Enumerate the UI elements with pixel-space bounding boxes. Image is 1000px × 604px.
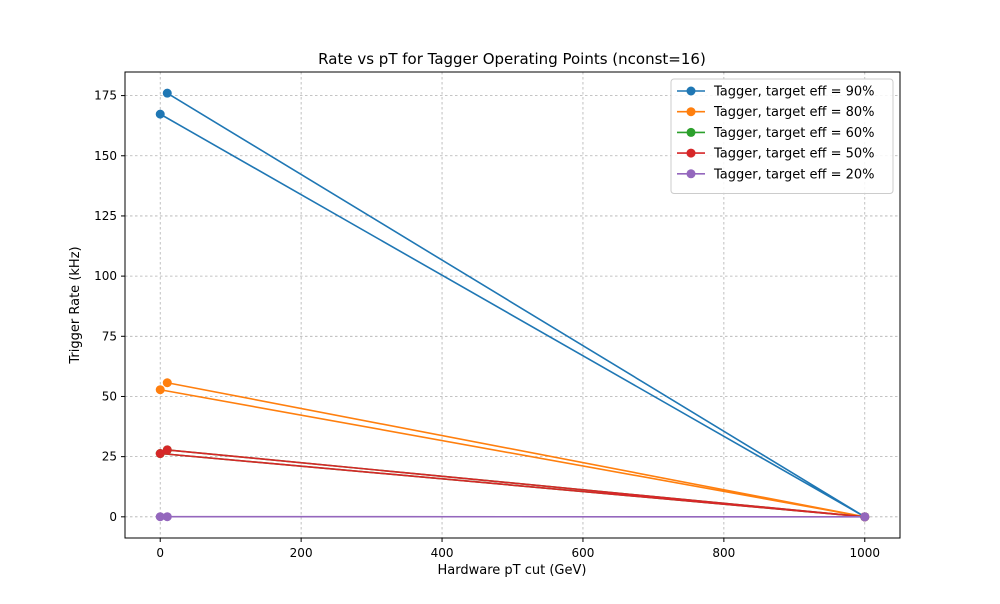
legend: Tagger, target eff = 90% Tagger, target e… bbox=[671, 79, 893, 194]
legend-label: Tagger, target eff = 20% bbox=[713, 167, 875, 182]
y-tick-label: 50 bbox=[102, 389, 117, 403]
data-point bbox=[163, 378, 172, 387]
x-tick-label: 0 bbox=[156, 546, 164, 560]
data-point bbox=[156, 110, 165, 119]
legend-label: Tagger, target eff = 50% bbox=[713, 147, 875, 162]
data-point bbox=[163, 89, 172, 98]
series-line bbox=[160, 383, 865, 517]
y-tick-label: 75 bbox=[102, 329, 117, 343]
x-axis-ticks: 0 200 400 600 800 1000 bbox=[156, 538, 880, 560]
chart-title: Rate vs pT for Tagger Operating Points (… bbox=[318, 50, 706, 68]
y-axis-label: Trigger Rate (kHz) bbox=[68, 246, 83, 364]
data-point bbox=[860, 512, 869, 521]
legend-swatch-marker bbox=[687, 169, 696, 178]
y-tick-label: 0 bbox=[109, 510, 117, 524]
y-axis-ticks: 0 25 50 75 100 125 150 175 bbox=[94, 89, 125, 524]
x-tick-label: 800 bbox=[712, 546, 735, 560]
y-tick-label: 175 bbox=[94, 89, 117, 103]
legend-swatch-marker bbox=[687, 87, 696, 96]
legend-label: Tagger, target eff = 90% bbox=[713, 85, 875, 100]
x-tick-label: 600 bbox=[572, 546, 595, 560]
data-point bbox=[156, 449, 165, 458]
legend-label: Tagger, target eff = 80% bbox=[713, 105, 875, 120]
legend-swatch-marker bbox=[687, 107, 696, 116]
series-line bbox=[160, 450, 865, 517]
x-axis-label: Hardware pT cut (GeV) bbox=[438, 563, 587, 578]
y-tick-label: 150 bbox=[94, 149, 117, 163]
legend-swatch-marker bbox=[687, 149, 696, 158]
y-tick-label: 125 bbox=[94, 209, 117, 223]
data-point bbox=[156, 385, 165, 394]
data-point bbox=[156, 512, 165, 521]
y-tick-label: 100 bbox=[94, 269, 117, 283]
legend-swatch-marker bbox=[687, 128, 696, 137]
x-tick-label: 200 bbox=[290, 546, 313, 560]
y-tick-label: 25 bbox=[102, 450, 117, 464]
x-tick-label: 1000 bbox=[849, 546, 880, 560]
legend-label: Tagger, target eff = 60% bbox=[713, 126, 875, 141]
x-tick-label: 400 bbox=[431, 546, 454, 560]
